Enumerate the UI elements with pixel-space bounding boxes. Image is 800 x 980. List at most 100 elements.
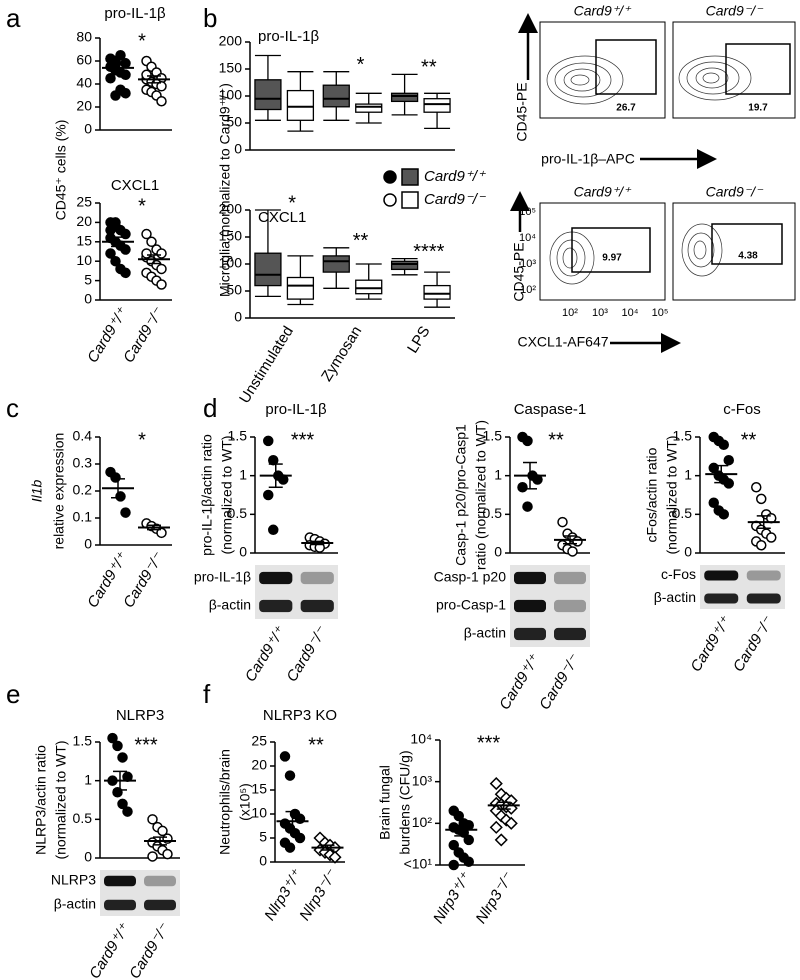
data-point bbox=[756, 540, 767, 551]
blot-label: pro-Casp-1 bbox=[436, 597, 506, 613]
y-tick-label: 25 bbox=[251, 733, 267, 749]
significance: * bbox=[138, 429, 146, 451]
flow-y-label: CD45-PE bbox=[514, 82, 530, 141]
data-point bbox=[453, 810, 464, 822]
data-point bbox=[268, 524, 279, 536]
data-point bbox=[284, 770, 296, 781]
y-tick-label: 0 bbox=[684, 544, 692, 560]
y-tick-label: 80 bbox=[76, 29, 92, 45]
blot-band bbox=[704, 593, 739, 604]
significance: ** bbox=[353, 230, 369, 252]
panel-label: a bbox=[6, 3, 21, 33]
y-tick-label: 0.1 bbox=[73, 509, 93, 525]
data-point bbox=[557, 516, 568, 528]
blot-label: Casp-1 p20 bbox=[434, 569, 507, 585]
y-axis-label: (normalized to WT) bbox=[53, 740, 69, 859]
data-point bbox=[105, 248, 116, 259]
y-tick-label: 5 bbox=[84, 271, 92, 287]
y-tick-label: 0 bbox=[494, 544, 502, 560]
y-tick-label: 1.5 bbox=[483, 428, 503, 444]
chart-title: CXCL1 bbox=[111, 177, 159, 194]
y-tick-label: 0 bbox=[234, 141, 242, 157]
x-tick-label: Nlrp3⁺/⁺ bbox=[430, 869, 475, 926]
data-point bbox=[157, 825, 168, 837]
x-tick-label: Card9⁺/⁺ bbox=[687, 613, 734, 675]
y-tick-label: 40 bbox=[76, 75, 92, 91]
y-tick-label: 0 bbox=[84, 849, 92, 865]
data-point bbox=[120, 87, 131, 99]
y-axis-label: (normalized to WT) bbox=[219, 435, 235, 554]
flow-tick: 10² bbox=[562, 307, 578, 319]
y-axis-label: relative expression bbox=[51, 433, 67, 550]
y-tick-label: 0.2 bbox=[73, 482, 93, 498]
x-tick-label: Card9⁻/⁻ bbox=[283, 623, 330, 685]
gate-value: 9.97 bbox=[602, 253, 622, 264]
flow-x-label: pro-IL-1β–APC bbox=[541, 151, 635, 167]
data-point bbox=[294, 832, 306, 844]
significance: ** bbox=[421, 57, 437, 79]
y-tick-label: 15 bbox=[251, 781, 267, 797]
y-tick-label: 1 bbox=[239, 466, 247, 482]
data-point bbox=[156, 96, 167, 107]
blot-band bbox=[554, 571, 586, 585]
data-point bbox=[448, 839, 459, 851]
flow-tick: 10² bbox=[520, 284, 536, 296]
data-point bbox=[463, 856, 474, 867]
x-tick-label: Card9⁻/⁻ bbox=[730, 613, 777, 675]
chart-title: NLRP3 bbox=[116, 707, 164, 724]
data-point bbox=[141, 69, 152, 81]
blot-band bbox=[259, 599, 293, 613]
blot-label: β-actin bbox=[54, 896, 96, 912]
box bbox=[286, 89, 315, 121]
data-point bbox=[766, 532, 777, 543]
chart-title: Caspase-1 bbox=[514, 401, 587, 418]
flow-tick: 10⁴ bbox=[622, 307, 639, 319]
y-tick-label: 50 bbox=[226, 282, 242, 298]
flow-frame bbox=[672, 21, 796, 119]
flow-title: Card9⁺/⁺ bbox=[574, 3, 632, 19]
data-point bbox=[141, 248, 152, 259]
data-point bbox=[708, 497, 719, 508]
box bbox=[322, 84, 350, 108]
data-point bbox=[147, 851, 158, 862]
data-point bbox=[147, 814, 158, 825]
y-tick-label: 0 bbox=[239, 544, 247, 560]
flow-tick: 10⁴ bbox=[519, 232, 536, 244]
data-point bbox=[263, 489, 274, 501]
y-tick-label: 10² bbox=[412, 814, 433, 830]
y-tick-label: 60 bbox=[76, 52, 92, 68]
blot-label: β-actin bbox=[209, 597, 251, 613]
data-point bbox=[120, 244, 131, 255]
significance: * bbox=[288, 192, 296, 214]
flow-tick: 10⁵ bbox=[652, 307, 669, 319]
data-point bbox=[156, 81, 167, 92]
legend-marker bbox=[383, 193, 397, 207]
gate bbox=[725, 43, 791, 95]
data-point bbox=[522, 435, 533, 447]
gate-value: 26.7 bbox=[616, 103, 636, 114]
significance: ** bbox=[308, 734, 324, 756]
data-point bbox=[115, 50, 126, 61]
contours bbox=[546, 55, 752, 285]
legend-label: Card9⁺/⁺ bbox=[424, 168, 486, 185]
data-point bbox=[156, 248, 167, 259]
significance: *** bbox=[477, 732, 501, 754]
y-tick-label: 0 bbox=[234, 309, 242, 325]
y-tick-label: 0 bbox=[84, 291, 92, 307]
y-tick-label: 150 bbox=[219, 228, 243, 244]
flow-plots: Card9⁺/⁺ Card9⁻/⁻ 26.7 19.7 CD45-PE pro-… bbox=[510, 3, 796, 353]
box bbox=[286, 276, 315, 300]
y-tick-label: 10³ bbox=[412, 772, 433, 788]
data-point bbox=[117, 798, 128, 810]
data-point bbox=[328, 850, 342, 864]
data-point bbox=[105, 73, 116, 84]
chart-title: pro-IL-1β bbox=[258, 28, 320, 45]
box bbox=[322, 255, 350, 273]
blot-band bbox=[104, 875, 136, 887]
significance: ** bbox=[548, 429, 564, 451]
y-tick-label: 0.5 bbox=[73, 810, 93, 826]
y-tick-label: 1 bbox=[684, 466, 692, 482]
y-tick-label: 20 bbox=[76, 213, 92, 229]
x-tick-label: Nlrp3⁻/⁻ bbox=[472, 869, 517, 926]
